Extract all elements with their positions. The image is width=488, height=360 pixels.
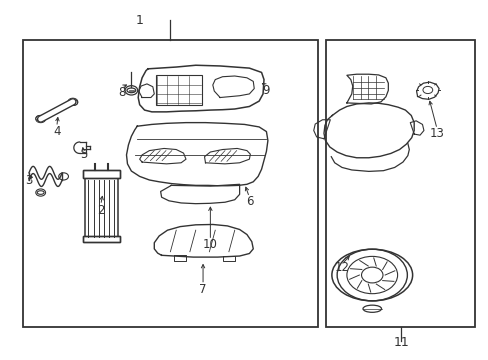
- Bar: [22, 40, 317, 327]
- Bar: [82, 170, 120, 178]
- Text: 6: 6: [245, 195, 253, 208]
- Bar: [84, 175, 118, 239]
- Text: 11: 11: [393, 336, 408, 348]
- Text: 13: 13: [429, 127, 444, 140]
- Text: 1: 1: [136, 14, 143, 27]
- Bar: [82, 170, 120, 178]
- Bar: [82, 235, 120, 242]
- Circle shape: [68, 99, 77, 105]
- Text: 9: 9: [262, 84, 270, 97]
- Text: 4: 4: [53, 125, 61, 138]
- Text: 7: 7: [199, 283, 206, 296]
- Text: 8: 8: [118, 86, 125, 99]
- Bar: [156, 75, 202, 105]
- Circle shape: [36, 116, 45, 122]
- Bar: [326, 40, 474, 327]
- Text: 5: 5: [80, 148, 87, 161]
- Text: 10: 10: [203, 238, 217, 251]
- Bar: [82, 235, 120, 242]
- Text: 12: 12: [334, 261, 349, 274]
- Text: 2: 2: [97, 204, 104, 217]
- Text: 3: 3: [25, 174, 33, 186]
